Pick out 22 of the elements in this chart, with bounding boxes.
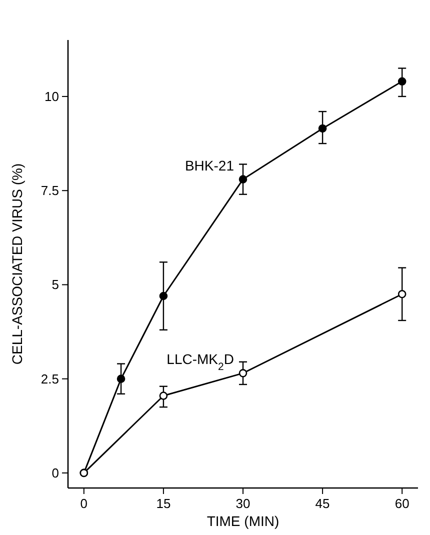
- y-tick-label: 5: [52, 277, 59, 292]
- x-tick-label: 45: [315, 496, 330, 511]
- point: [238, 369, 248, 378]
- point: [398, 290, 406, 298]
- x-tick-label: 60: [394, 496, 410, 511]
- y-tick-label: 2.5: [40, 371, 59, 386]
- point: [159, 392, 168, 400]
- series-label: LLC-MK$_{2}$D: [166, 351, 234, 374]
- y-tick-label: 7.5: [40, 183, 59, 198]
- y-tick-label: 10: [44, 88, 59, 104]
- y-axis-title: CELL-ASSOCIATED VIRUS (%): [9, 163, 25, 365]
- x-tick-label: 0: [80, 496, 88, 511]
- x-tick-label: 15: [156, 496, 171, 511]
- point: [116, 374, 126, 383]
- x-tick-label: 30: [236, 496, 250, 511]
- series-label: BHK-21: [184, 157, 234, 174]
- point: [238, 175, 248, 184]
- point: [159, 292, 168, 300]
- point: [318, 124, 327, 133]
- x-axis-title: TIME (MIN): [206, 513, 280, 529]
- point: [398, 77, 406, 86]
- y-tick-label: 0: [52, 465, 59, 480]
